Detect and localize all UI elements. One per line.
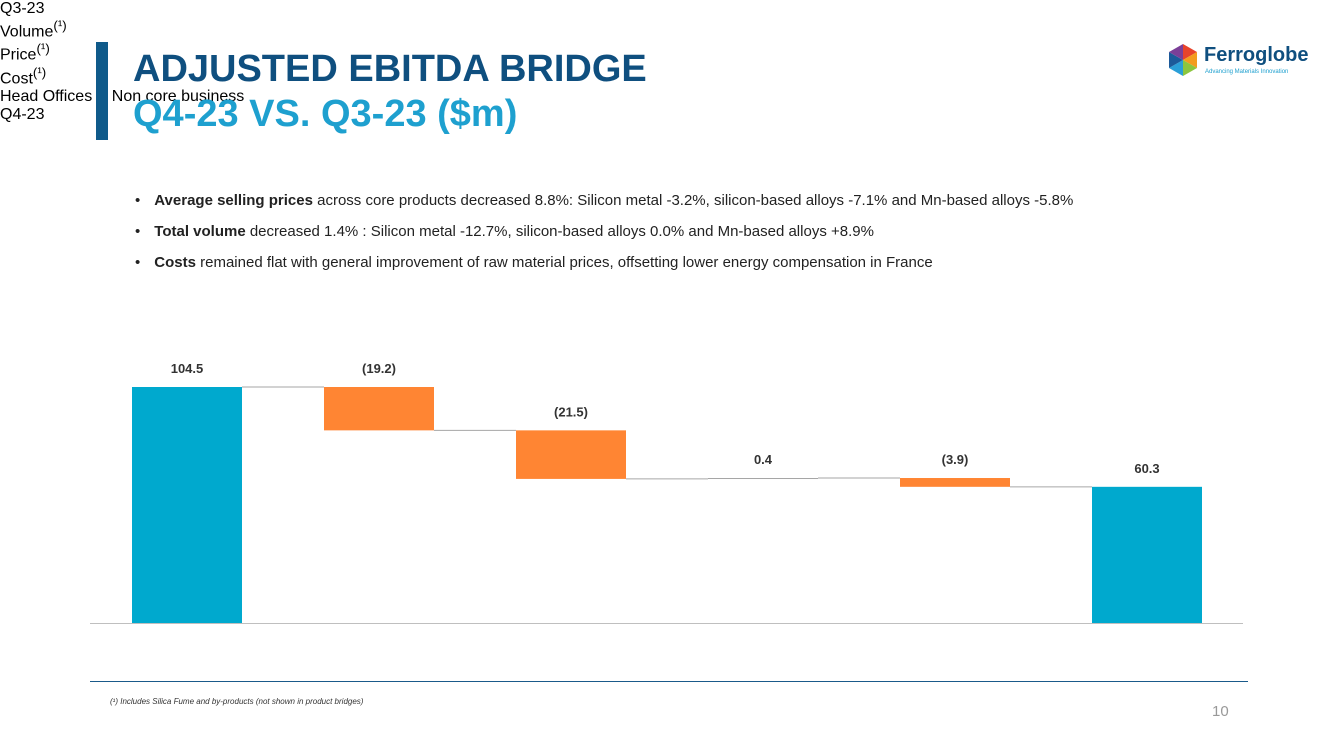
- value-label: 0.4: [754, 452, 773, 467]
- value-label: (3.9): [942, 452, 969, 467]
- subtitle: Q4-23 VS. Q3-23 ($m): [133, 93, 518, 135]
- bar: [516, 430, 626, 479]
- value-label: 60.3: [1134, 461, 1159, 476]
- category-label: Cost(¹): [0, 65, 1333, 88]
- category-text: Volume: [0, 23, 54, 41]
- category-text: Q3-23: [0, 0, 45, 17]
- bullet: Total volume decreased 1.4% : Silicon me…: [135, 223, 1315, 254]
- bullet-list: Average selling prices across core produ…: [135, 192, 1315, 285]
- category-text: Q4-23: [0, 105, 45, 123]
- bar: [708, 478, 818, 480]
- logo-name: Ferroglobe: [1204, 44, 1309, 66]
- bar: [324, 387, 434, 431]
- logo-tagline: Advancing Materials Innovation: [1205, 69, 1289, 75]
- category-label: Head Offices & Non core business: [0, 88, 1333, 106]
- category-note: (¹): [32, 64, 47, 80]
- category-text: Cost: [0, 69, 33, 87]
- bar: [900, 478, 1010, 487]
- value-label: (19.2): [362, 361, 396, 376]
- category-note: (¹): [53, 18, 67, 33]
- bullet-text: decreased 1.4% : Silicon metal -12.7%, s…: [249, 223, 874, 240]
- value-label: (21.5): [554, 404, 588, 419]
- bar: [1092, 486, 1202, 623]
- value-label: 104.5: [171, 361, 204, 376]
- bullet: Costs remained flat with general improve…: [135, 254, 1315, 285]
- bullet-text: across core products decreased 8.8%: Sil…: [317, 192, 1074, 209]
- bullet-bold: Average selling prices: [154, 192, 313, 209]
- bullet: Average selling prices across core produ…: [135, 192, 1315, 223]
- bullet-text: remained flat with general improvement o…: [200, 254, 933, 271]
- category-text: Head Offices & Non core business: [0, 87, 245, 105]
- accent-bar: [96, 42, 108, 140]
- bullet-bold: Total volume: [154, 223, 246, 240]
- category-label: Q4-23: [0, 106, 1333, 124]
- category-label: Volume(¹): [0, 18, 1333, 41]
- page-number: 10: [1212, 703, 1229, 720]
- bullet-bold: Costs: [154, 254, 196, 271]
- category-text: Price: [0, 46, 37, 64]
- footnote: (¹) Includes Silica Fume and by-products…: [110, 697, 364, 706]
- category-note: (¹): [36, 41, 50, 57]
- logo-icon: [1169, 44, 1197, 76]
- category-labels: Q3-23 Volume(¹) Price(¹) Cost(¹) Head Office…: [0, 0, 1333, 124]
- category-label: Q3-23: [0, 0, 1333, 18]
- category-label: Price(¹): [0, 41, 1333, 64]
- title: ADJUSTED EBITDA BRIDGE: [133, 48, 647, 90]
- bar: [132, 387, 242, 623]
